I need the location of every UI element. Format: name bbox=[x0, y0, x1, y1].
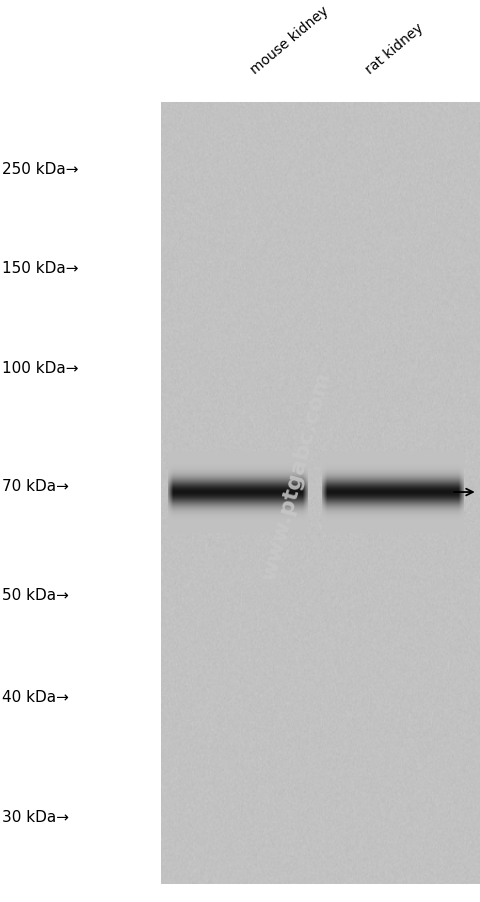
Text: rat kidney: rat kidney bbox=[363, 21, 426, 77]
Text: 40 kDa→: 40 kDa→ bbox=[2, 689, 69, 704]
Text: 70 kDa→: 70 kDa→ bbox=[2, 479, 69, 493]
Text: 100 kDa→: 100 kDa→ bbox=[2, 361, 79, 375]
Text: 250 kDa→: 250 kDa→ bbox=[2, 162, 79, 177]
Text: mouse kidney: mouse kidney bbox=[248, 4, 331, 77]
Text: 50 kDa→: 50 kDa→ bbox=[2, 588, 69, 603]
Text: www.ptgabc.com: www.ptgabc.com bbox=[259, 370, 334, 582]
Text: 30 kDa→: 30 kDa→ bbox=[2, 809, 70, 824]
Text: 150 kDa→: 150 kDa→ bbox=[2, 261, 79, 275]
